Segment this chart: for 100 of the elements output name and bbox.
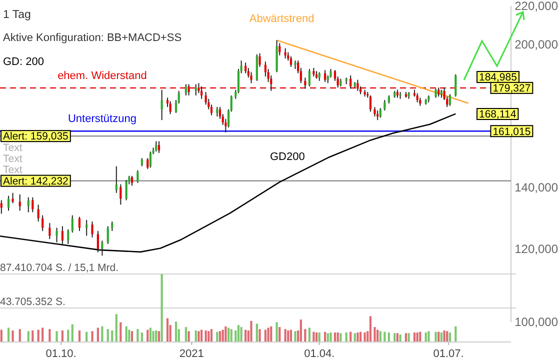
bar <box>208 331 210 342</box>
candlestick <box>224 118 227 133</box>
line-series <box>0 113 456 253</box>
candlestick <box>101 240 104 256</box>
series-label: GD200 <box>270 151 305 164</box>
bar <box>12 330 14 342</box>
bar <box>115 314 118 342</box>
bar <box>396 333 398 342</box>
bar <box>408 333 410 342</box>
bar <box>218 331 222 342</box>
series-label: Abwärtstrend <box>249 13 314 26</box>
bar <box>294 331 296 342</box>
bar <box>136 329 139 342</box>
bar <box>354 333 356 342</box>
candlestick <box>184 84 187 96</box>
bar <box>224 326 227 342</box>
candlestick <box>91 221 94 238</box>
bar <box>267 328 270 342</box>
bar <box>443 330 446 342</box>
candlestick <box>204 92 207 106</box>
candlestick <box>155 140 158 152</box>
bar <box>78 330 81 342</box>
candlestick <box>120 184 122 206</box>
candlestick <box>454 74 457 98</box>
candlestick <box>27 196 30 213</box>
bar <box>440 332 442 342</box>
bar <box>188 331 190 342</box>
bar <box>336 332 339 342</box>
bar <box>364 332 366 342</box>
y-tick-label: 140,000 <box>514 180 558 194</box>
bar <box>404 333 408 342</box>
bar <box>278 327 281 342</box>
candlestick <box>258 52 261 68</box>
bar <box>160 274 163 342</box>
annotation: Text <box>3 153 22 165</box>
bar <box>210 329 213 342</box>
candlestick <box>37 204 40 222</box>
candlestick <box>86 219 88 236</box>
bar <box>184 327 187 342</box>
bar <box>315 332 318 342</box>
bar <box>101 326 104 342</box>
candlestick <box>78 216 81 232</box>
candlestick <box>136 170 139 184</box>
candlestick <box>67 228 70 244</box>
bar <box>270 326 272 342</box>
candlestick <box>96 230 99 253</box>
candlestick <box>256 54 258 82</box>
candlestick <box>130 175 134 186</box>
candlestick <box>169 100 172 115</box>
candlestick <box>18 194 21 212</box>
bar <box>230 329 232 342</box>
candlestick <box>374 106 376 117</box>
bar <box>300 320 302 342</box>
bar <box>111 330 114 342</box>
bar <box>334 332 336 342</box>
bar <box>27 331 30 342</box>
bar <box>130 331 134 342</box>
candlestick <box>250 72 252 84</box>
candlestick <box>12 192 14 204</box>
bar <box>140 332 143 342</box>
annotation: 179,327 <box>492 82 531 95</box>
bar <box>204 330 207 342</box>
x-tick-label: 01.10. <box>46 348 76 360</box>
bar <box>416 332 418 342</box>
candlestick <box>194 84 197 96</box>
x-tick-label: 01.07. <box>433 348 464 360</box>
bar <box>198 331 200 342</box>
candlestick <box>284 48 286 59</box>
annotation: GD: 200 <box>3 56 44 68</box>
bar <box>369 316 372 342</box>
candlestick <box>384 100 386 112</box>
bar <box>276 322 278 342</box>
bar <box>56 331 58 342</box>
annotation: 184,985 <box>479 72 518 84</box>
candlestick <box>42 214 44 232</box>
bar <box>152 331 154 342</box>
y-tick-label: 100,000 <box>514 315 558 330</box>
candlestick <box>0 200 2 214</box>
bar <box>71 324 74 342</box>
candlestick <box>369 94 372 112</box>
ref-line-label: 87.410.704 S. / 15,1 Mrd. <box>0 262 118 274</box>
annotation: 168,114 <box>479 108 516 121</box>
bar <box>240 327 242 342</box>
candlestick <box>379 108 382 118</box>
bar <box>318 332 320 342</box>
candlestick <box>56 227 58 243</box>
bar <box>250 320 252 342</box>
bar <box>388 332 390 342</box>
bar <box>424 332 427 342</box>
candlestick <box>71 214 74 234</box>
bar <box>42 328 44 342</box>
bar <box>256 324 258 342</box>
bar <box>96 328 99 342</box>
y-tick-label: 200,000 <box>514 37 558 52</box>
candlestick <box>324 70 326 82</box>
bar <box>284 329 286 342</box>
bar <box>330 332 332 342</box>
candlestick <box>106 226 109 244</box>
bar <box>7 328 10 342</box>
bar <box>32 330 34 342</box>
